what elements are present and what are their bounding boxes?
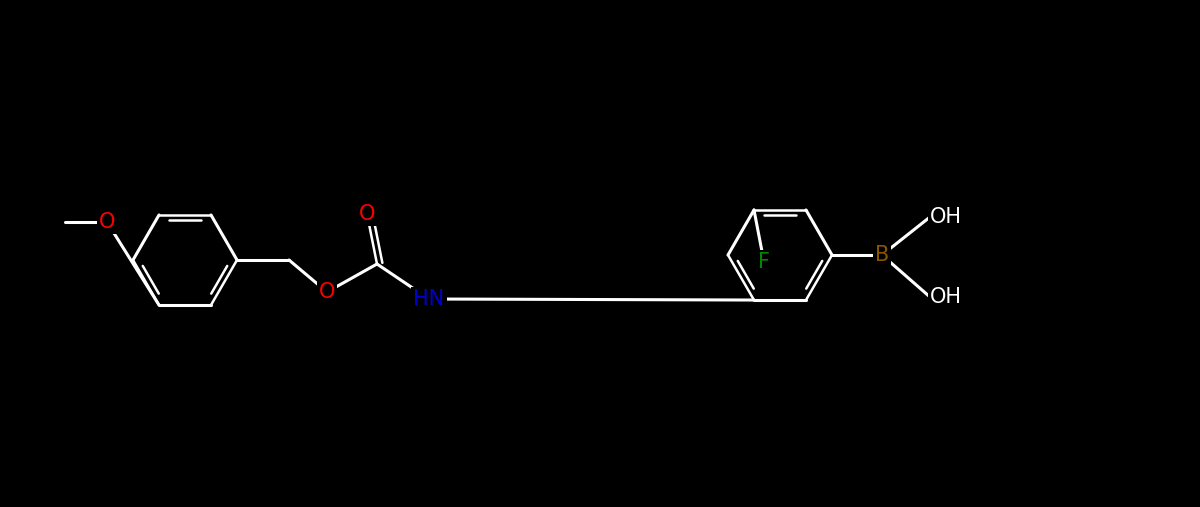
Text: OH: OH — [930, 207, 962, 227]
Text: O: O — [98, 212, 115, 232]
Text: HN: HN — [414, 289, 444, 309]
Text: F: F — [758, 252, 770, 272]
Text: OH: OH — [930, 287, 962, 307]
Text: O: O — [359, 204, 376, 224]
Text: O: O — [319, 282, 335, 302]
Text: B: B — [875, 245, 889, 265]
